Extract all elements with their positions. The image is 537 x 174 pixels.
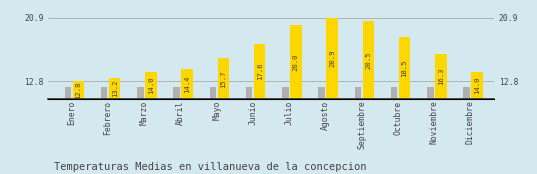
Bar [399, 37, 410, 99]
Bar [64, 87, 71, 99]
Text: 13.2: 13.2 [112, 80, 118, 97]
Bar [290, 25, 302, 99]
Text: 20.9: 20.9 [329, 50, 335, 67]
Bar [318, 87, 325, 99]
Bar [209, 87, 216, 99]
Text: 14.4: 14.4 [184, 75, 190, 93]
Bar [246, 87, 252, 99]
Text: 14.0: 14.0 [474, 77, 480, 94]
Text: 18.5: 18.5 [402, 59, 408, 77]
Text: 17.6: 17.6 [257, 63, 263, 80]
Text: 12.8: 12.8 [75, 81, 82, 99]
Bar [326, 18, 338, 99]
Bar [101, 87, 107, 99]
Text: 20.5: 20.5 [365, 51, 371, 69]
Bar [471, 72, 483, 99]
Text: 14.0: 14.0 [148, 77, 154, 94]
Text: 16.3: 16.3 [438, 68, 444, 85]
Bar [145, 72, 157, 99]
Text: Temperaturas Medias en villanueva de la concepcion: Temperaturas Medias en villanueva de la … [54, 162, 366, 172]
Bar [427, 87, 433, 99]
Bar [182, 69, 193, 99]
Bar [282, 87, 288, 99]
Bar [463, 87, 470, 99]
Bar [173, 87, 180, 99]
Bar [137, 87, 143, 99]
Bar [354, 87, 361, 99]
Text: 15.7: 15.7 [220, 70, 227, 88]
Bar [109, 78, 120, 99]
Text: 20.0: 20.0 [293, 53, 299, 71]
Bar [254, 44, 265, 99]
Bar [391, 87, 397, 99]
Bar [362, 21, 374, 99]
Bar [217, 58, 229, 99]
Bar [435, 54, 447, 99]
Bar [72, 81, 84, 99]
